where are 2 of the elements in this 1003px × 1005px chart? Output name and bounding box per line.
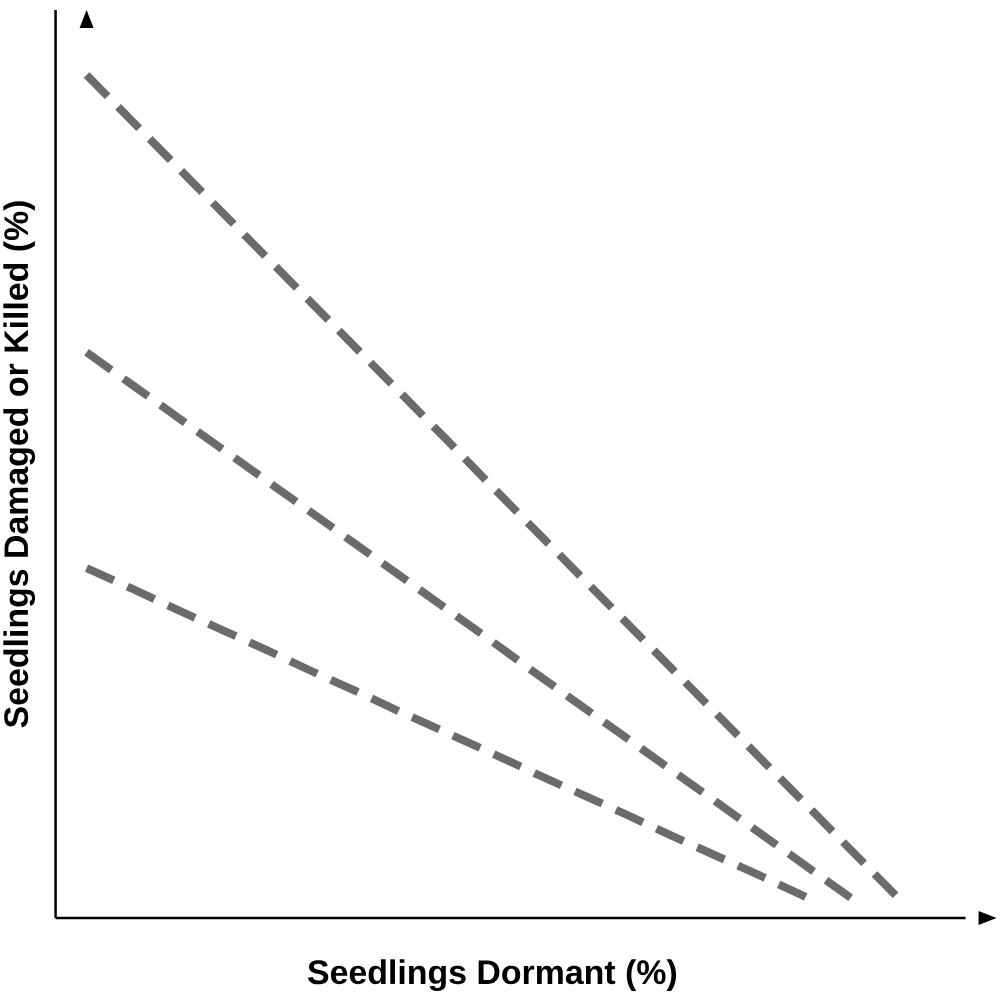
x-axis-title: Seedlings Dormant (%) (308, 959, 677, 992)
y-axis-title: Seedlings Damaged or Killed (%) (3, 201, 36, 728)
